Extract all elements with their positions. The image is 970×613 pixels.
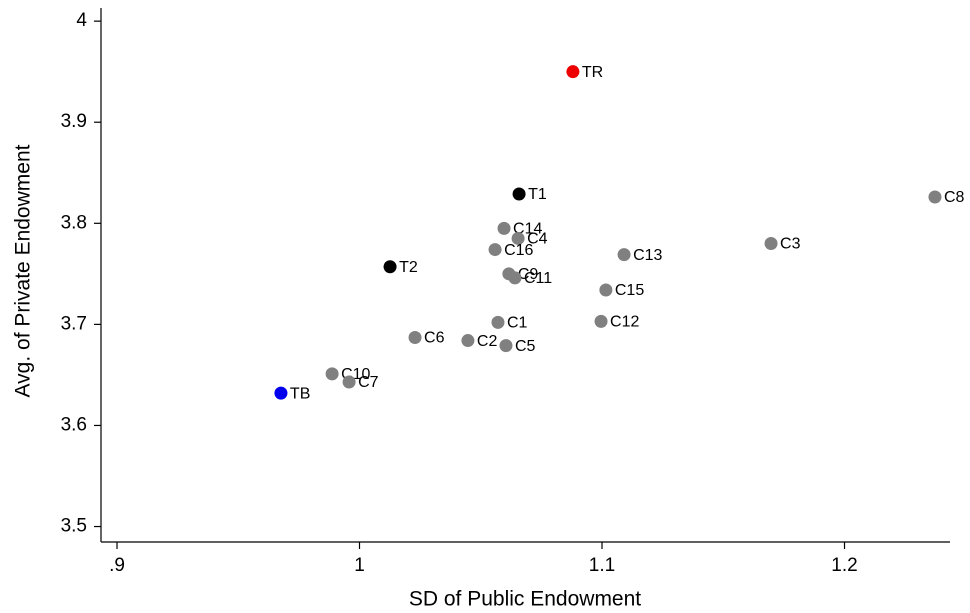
point-label: TR xyxy=(582,64,603,81)
point-label: C16 xyxy=(504,242,533,259)
point-label: T2 xyxy=(399,259,418,276)
x-tick-label: 1.1 xyxy=(589,555,615,576)
y-tick-label: 3.8 xyxy=(61,212,87,233)
point-label: C5 xyxy=(515,338,536,355)
y-tick-label: 3.9 xyxy=(61,111,87,132)
point-label: TB xyxy=(290,385,310,402)
point-label: C12 xyxy=(610,314,639,331)
point xyxy=(617,248,631,262)
point-label: T1 xyxy=(528,186,547,203)
point-label: C9 xyxy=(518,266,539,283)
y-tick-label: 4 xyxy=(76,10,87,31)
point xyxy=(508,271,522,285)
x-tick-label: 1.2 xyxy=(831,555,857,576)
point xyxy=(488,243,502,257)
point xyxy=(408,331,422,345)
point-label: C15 xyxy=(615,282,644,299)
x-axis-label: SD of Public Endowment xyxy=(409,588,641,611)
point xyxy=(383,260,397,274)
point xyxy=(511,231,525,245)
point xyxy=(342,375,356,389)
point-label: C4 xyxy=(527,231,548,248)
point xyxy=(928,190,942,204)
point-label: C1 xyxy=(507,315,528,332)
point xyxy=(325,367,339,381)
x-tick-label: .9 xyxy=(109,555,125,576)
point-label: C11 xyxy=(524,270,552,287)
y-axis-label: Avg. of Private Endowment xyxy=(12,144,35,397)
point xyxy=(566,65,580,79)
point-label: C8 xyxy=(944,189,965,206)
x-tick-label: 1 xyxy=(354,555,365,576)
point xyxy=(491,315,505,329)
point xyxy=(499,339,513,353)
y-tick-label: 3.5 xyxy=(61,516,87,537)
point xyxy=(594,314,608,328)
point-label: C13 xyxy=(633,247,662,264)
point-label: C2 xyxy=(477,333,498,350)
point xyxy=(599,283,613,297)
point xyxy=(497,221,511,235)
point xyxy=(764,237,778,251)
point xyxy=(512,187,526,201)
y-tick-label: 3.7 xyxy=(61,313,87,334)
point-label: C7 xyxy=(358,374,379,391)
point xyxy=(274,386,288,400)
point-label: C6 xyxy=(424,330,445,347)
y-tick-label: 3.6 xyxy=(61,414,87,435)
point xyxy=(461,334,475,348)
point-label: C3 xyxy=(780,236,801,253)
